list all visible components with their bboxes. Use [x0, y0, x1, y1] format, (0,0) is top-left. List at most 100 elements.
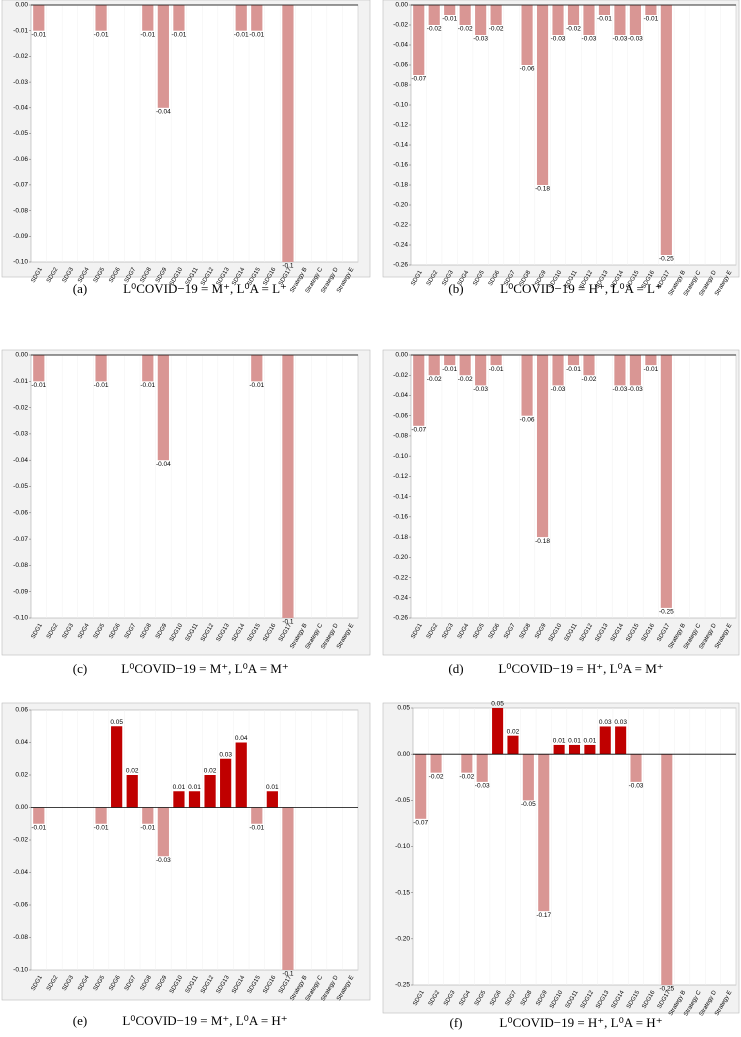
- value-label: -0.01: [94, 382, 109, 389]
- bar: [142, 5, 154, 31]
- value-label: -0.03: [473, 386, 488, 393]
- value-label: -0.03: [582, 36, 597, 43]
- value-label: 0.01: [584, 738, 597, 745]
- bar: [583, 355, 595, 376]
- value-label: 0.01: [173, 784, 186, 791]
- y-tick-label: -0.07: [13, 182, 28, 189]
- value-label: 0.05: [110, 719, 123, 726]
- value-label: -0.1: [282, 971, 294, 978]
- bar: [459, 5, 471, 25]
- y-tick-label: -0.24: [393, 594, 408, 601]
- y-tick-label: -0.06: [393, 412, 408, 419]
- value-label: -0.01: [31, 31, 46, 38]
- bar: [645, 355, 657, 366]
- y-tick-label: -0.09: [13, 233, 28, 240]
- bar: [492, 708, 504, 755]
- value-label: -0.02: [458, 26, 473, 33]
- panel-caption: L⁰COVID−19 = H⁺, L⁰A = H⁺: [499, 1015, 662, 1030]
- bar: [33, 355, 45, 382]
- y-tick-label: -0.18: [393, 182, 408, 189]
- y-tick-label: -0.16: [393, 514, 408, 521]
- value-label: -0.25: [659, 986, 674, 993]
- bar: [660, 355, 672, 608]
- bar: [476, 754, 488, 782]
- bar: [660, 5, 672, 255]
- y-tick-label: -0.02: [13, 837, 28, 844]
- bar: [444, 5, 456, 15]
- plot-area: [410, 354, 737, 619]
- panel-label: (a): [73, 281, 87, 296]
- y-tick-label: 0.00: [15, 804, 28, 811]
- bar: [95, 807, 107, 824]
- chart-panel: 0.06 0.04 0.02 0.00 -0.02 -0.04 -0.06 -0.08 -0.1…: [1, 702, 371, 1028]
- value-label: 0.01: [188, 784, 201, 791]
- y-tick-label: -0.04: [13, 105, 28, 112]
- value-label: -0.25: [659, 256, 674, 263]
- y-tick-label: -0.25: [395, 982, 410, 989]
- bar: [599, 726, 611, 755]
- bar: [266, 791, 278, 808]
- bar: [522, 754, 534, 801]
- value-label: -0.03: [628, 386, 643, 393]
- bar: [584, 744, 596, 755]
- value-label: -0.03: [629, 783, 644, 790]
- y-tick-label: -0.03: [13, 431, 28, 438]
- bar: [553, 744, 565, 755]
- bar: [521, 5, 533, 65]
- plot-area: [30, 709, 359, 971]
- y-tick-label: -0.04: [393, 392, 408, 399]
- y-tick-label: 0.00: [395, 2, 408, 9]
- y-tick-label: -0.14: [393, 142, 408, 149]
- y-tick-label: -0.10: [393, 453, 408, 460]
- bar: [538, 754, 550, 912]
- value-label: -0.04: [156, 461, 171, 468]
- plot-area: [30, 354, 359, 619]
- bar: [428, 355, 440, 376]
- value-label: -0.01: [31, 824, 46, 831]
- value-label: -0.07: [413, 820, 428, 827]
- y-tick-label: -0.07: [13, 536, 28, 543]
- y-tick-label: -0.05: [13, 130, 28, 137]
- value-label: -0.18: [535, 538, 550, 545]
- value-label: 0.03: [599, 719, 612, 726]
- bar: [567, 5, 580, 25]
- value-label: -0.03: [613, 386, 628, 393]
- y-tick-label: -0.08: [393, 82, 408, 89]
- y-tick-label: -0.10: [395, 843, 410, 850]
- bar: [173, 791, 185, 808]
- y-tick-label: -0.05: [13, 483, 28, 490]
- bar: [235, 742, 247, 808]
- value-label: -0.02: [566, 26, 581, 33]
- bar: [142, 355, 154, 382]
- bar: [282, 355, 294, 618]
- bar: [235, 5, 247, 31]
- y-tick-label: -0.14: [393, 493, 408, 500]
- y-tick-label: -0.26: [393, 615, 408, 622]
- value-label: -0.01: [94, 31, 109, 38]
- y-tick-label: -0.08: [393, 433, 408, 440]
- value-label: 0.01: [553, 738, 566, 745]
- value-label: -0.07: [411, 427, 426, 434]
- value-label: -0.01: [643, 16, 658, 23]
- bar: [475, 355, 487, 386]
- y-tick-label: -0.02: [13, 404, 28, 411]
- chart-panel: 0.00 -0.02 -0.04 -0.06 -0.08 -0.10 -0.12 -0.14 -…: [382, 0, 740, 297]
- bar: [282, 5, 294, 262]
- value-label: -0.01: [140, 382, 155, 389]
- bar: [220, 758, 232, 808]
- y-tick-label: 0.06: [15, 707, 28, 714]
- value-label: -0.1: [282, 263, 294, 270]
- y-tick-label: 0.05: [397, 705, 410, 712]
- y-tick-label: -0.08: [13, 934, 28, 941]
- y-tick-label: -0.04: [13, 869, 28, 876]
- bar: [157, 355, 169, 461]
- bar: [204, 775, 216, 808]
- bar: [33, 5, 45, 31]
- bar: [33, 807, 45, 824]
- value-label: -0.02: [459, 773, 474, 780]
- bar: [568, 744, 581, 755]
- bar: [490, 355, 502, 366]
- y-tick-label: -0.02: [13, 53, 28, 60]
- bar: [157, 807, 169, 857]
- value-label: 0.03: [614, 719, 627, 726]
